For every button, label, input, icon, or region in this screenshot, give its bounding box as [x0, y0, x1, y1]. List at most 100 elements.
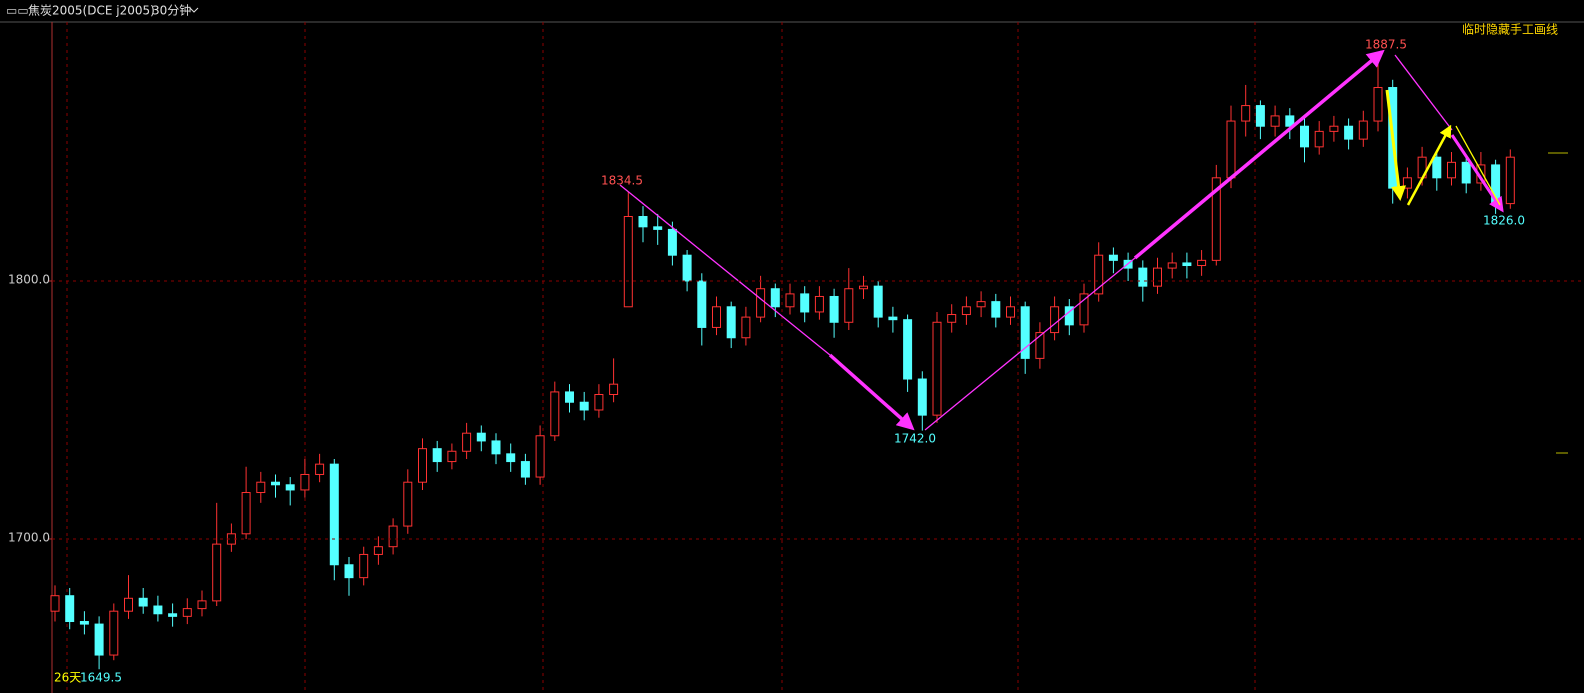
candle-body: [1241, 105, 1251, 122]
candle-body: [653, 226, 663, 230]
candle-body: [520, 461, 530, 478]
candle-body: [1079, 293, 1089, 326]
candle-body: [697, 280, 707, 328]
candle-body: [315, 463, 325, 475]
candle-body: [1182, 262, 1192, 267]
candle-body: [506, 453, 516, 463]
candle-body: [594, 394, 604, 411]
candle-body: [991, 301, 1001, 318]
candle-body: [1329, 125, 1339, 132]
candle-body: [79, 621, 89, 625]
price-annotation: 1834.5: [601, 174, 643, 188]
candle-body: [917, 378, 927, 416]
candle-body: [1447, 161, 1456, 179]
candle-body: [682, 254, 692, 282]
candle-body: [1314, 130, 1324, 148]
candle-body: [1006, 306, 1015, 318]
candle-body: [1153, 267, 1162, 287]
candle-body: [1373, 87, 1383, 122]
candle-body: [712, 306, 721, 328]
candle-body: [1020, 306, 1030, 359]
candle-body: [1167, 262, 1177, 269]
candle-body: [1094, 254, 1104, 295]
period-selector[interactable]: 30分钟: [152, 3, 191, 18]
candle-body: [1255, 105, 1265, 127]
candle-body: [756, 288, 766, 318]
instrument-title: 焦炭2005(DCE j2005): [28, 4, 155, 18]
candle-body: [329, 463, 339, 566]
candle-body: [256, 481, 266, 494]
candle-body: [785, 293, 795, 308]
candle-body: [1402, 177, 1412, 189]
candle-body: [432, 448, 442, 463]
candle-body: [1226, 120, 1236, 179]
candle-body: [741, 316, 751, 339]
price-annotation: 1887.5: [1365, 38, 1407, 52]
candle-body: [94, 623, 104, 656]
candle-body: [535, 435, 545, 478]
candle-body: [1270, 115, 1280, 127]
candle-body: [1344, 125, 1354, 140]
candle-body: [197, 600, 207, 610]
days-label: 26天: [54, 671, 81, 685]
candle-body: [388, 525, 398, 548]
candle-body: [638, 216, 648, 228]
candle-body: [932, 321, 942, 416]
candle-body: [623, 216, 633, 308]
price-annotation: 1826.0: [1483, 214, 1525, 228]
hide-drawings-button[interactable]: 临时隐藏手工画线: [1462, 23, 1558, 37]
candle-body: [300, 473, 310, 491]
candle-body: [800, 293, 810, 313]
candle-body: [961, 306, 971, 316]
candle-body: [1358, 120, 1368, 140]
price-annotation: 1742.0: [894, 432, 936, 446]
candle-body: [373, 546, 383, 555]
candle-body: [124, 597, 133, 612]
candle-body: [1300, 125, 1309, 148]
candle-body: [476, 432, 486, 442]
candle-body: [65, 595, 75, 623]
candle-body: [418, 448, 427, 483]
candle-body: [182, 608, 192, 617]
menu-icon[interactable]: ▭▭: [6, 4, 29, 18]
candle-body: [609, 383, 619, 396]
candle-body: [667, 228, 677, 256]
candle-body: [344, 564, 354, 579]
candle-body: [1108, 254, 1118, 261]
candle-body: [903, 319, 913, 380]
period-dropdown-arrow[interactable]: [189, 7, 199, 13]
candle-body: [403, 481, 413, 527]
low-label: 1649.5: [80, 671, 122, 685]
candle-body: [814, 295, 824, 313]
candle-body: [109, 610, 119, 656]
candle-body: [138, 597, 148, 607]
candle-body: [50, 595, 60, 612]
candle-body: [873, 285, 883, 318]
hand-drawn-lines: [619, 49, 1504, 431]
candle-body: [550, 391, 560, 437]
candle-body: [1285, 115, 1295, 127]
candle-body: [844, 288, 854, 323]
candle-body: [976, 301, 986, 308]
candle-body: [153, 605, 163, 615]
candle-body: [168, 613, 178, 617]
candle-body: [1035, 332, 1045, 359]
candle-body: [491, 440, 501, 455]
candle-body: [1461, 161, 1471, 184]
candle-body: [770, 288, 780, 308]
candle-body: [947, 314, 957, 323]
candle-body: [447, 450, 457, 463]
candle-body: [1505, 156, 1515, 205]
candle-body: [359, 553, 369, 579]
candle-body: [1138, 267, 1148, 287]
candle-body: [829, 295, 839, 323]
candle-body: [1432, 156, 1442, 179]
candle-body: [888, 316, 898, 321]
candle-body: [462, 432, 472, 452]
candle-body: [212, 543, 222, 602]
candle-body: [241, 492, 251, 535]
candle-body: [726, 306, 736, 339]
candle-body: [579, 401, 589, 411]
candle-body: [859, 285, 868, 290]
